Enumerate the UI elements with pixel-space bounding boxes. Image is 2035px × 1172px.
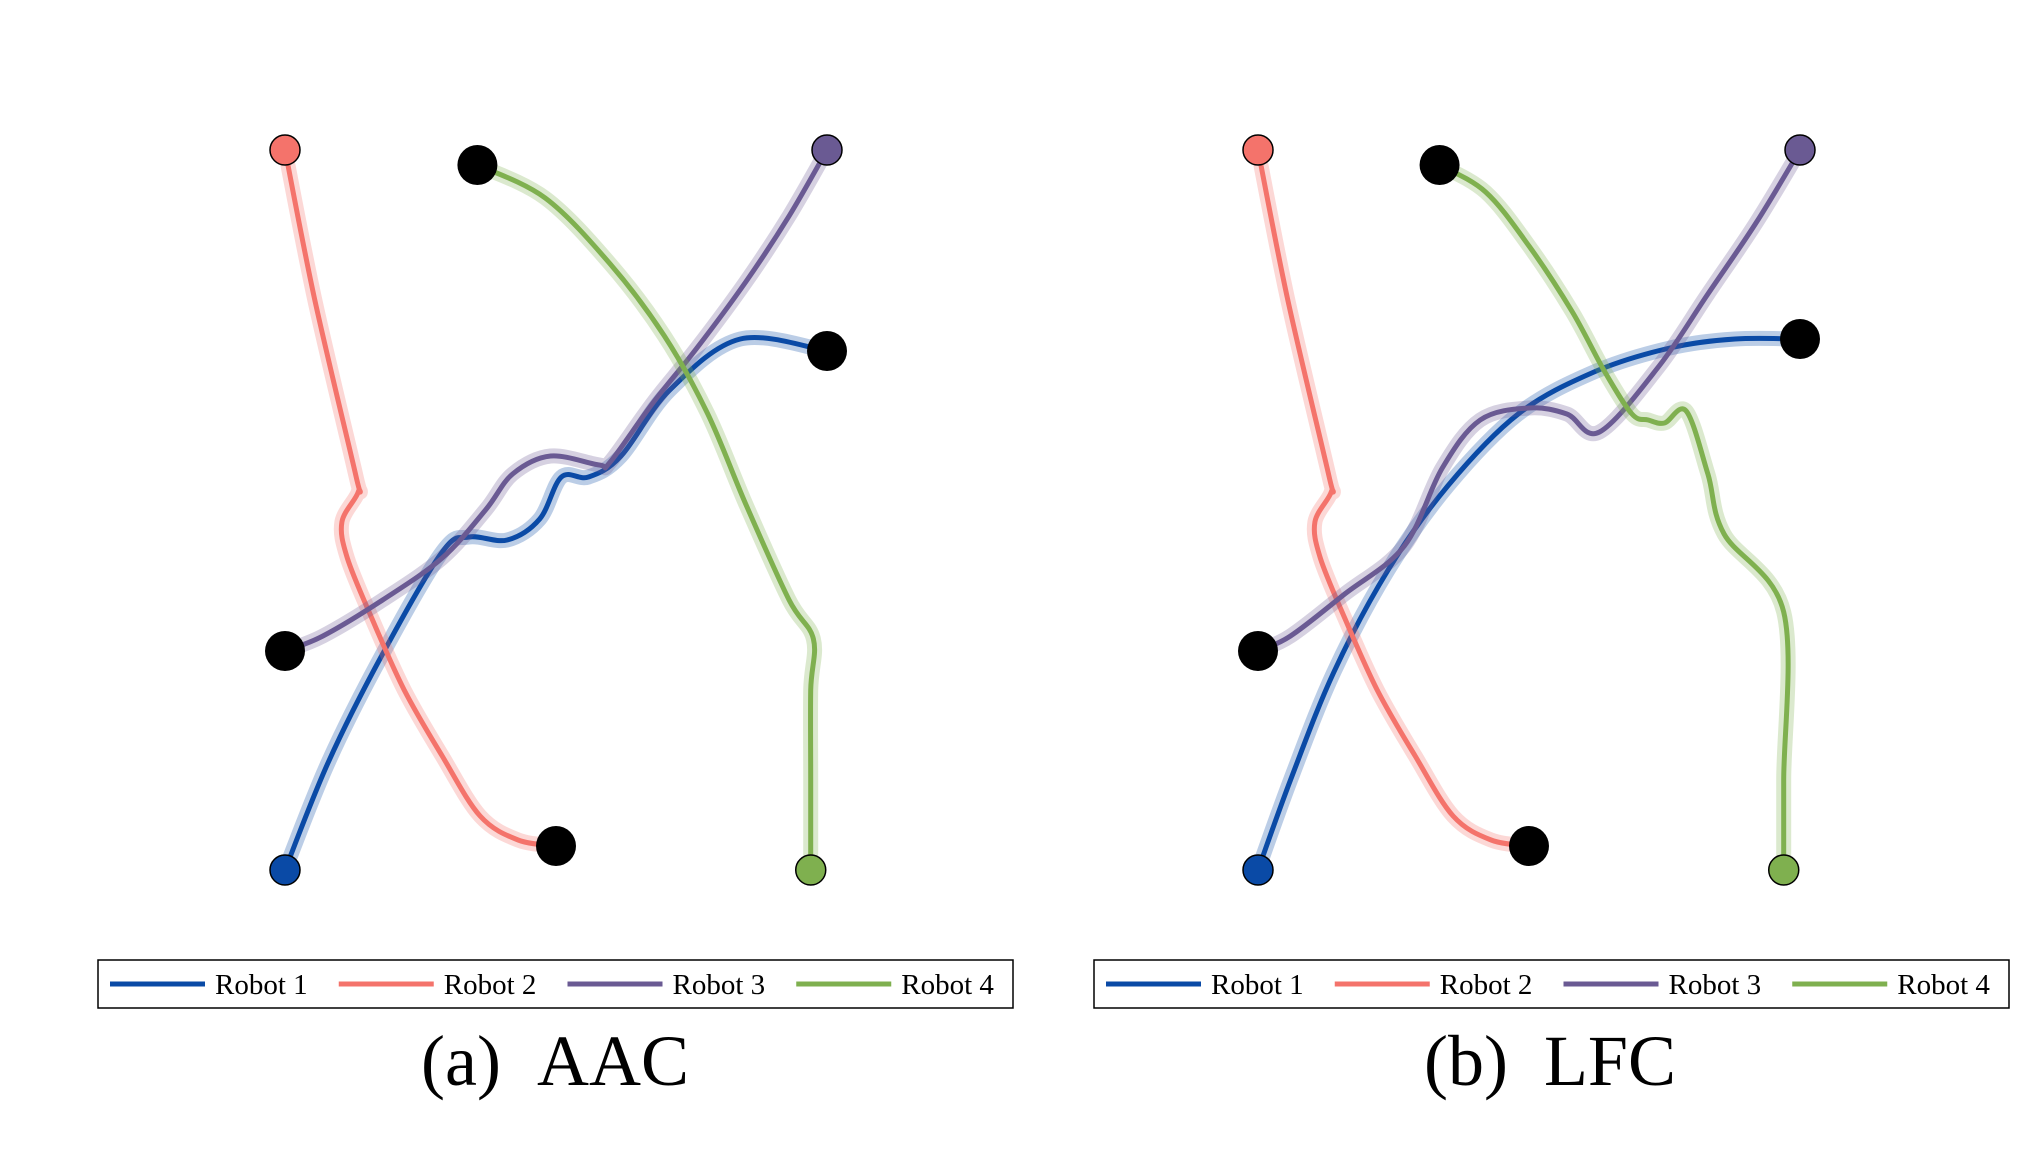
end-marker-robot-1: [807, 331, 847, 371]
legend-label-robot-4: Robot 4: [901, 969, 994, 1001]
trajectory-halo-robot-3: [1250, 142, 1808, 659]
start-marker-robot-1: [269, 854, 301, 886]
start-marker-robot-2: [269, 134, 301, 166]
panel-lfc: Robot 1 Robot 2 Robot 3 Robot 4 (b) LFC: [1093, 134, 2010, 1101]
legend-label-robot-2: Robot 2: [444, 969, 537, 1001]
legend-label-robot-4: Robot 4: [1897, 969, 1990, 1001]
trajectory-robot-3: [1255, 147, 1803, 654]
start-marker-robot-1: [1242, 854, 1274, 886]
start-marker-robot-2: [1242, 134, 1274, 166]
end-marker-robot-3: [1238, 631, 1278, 671]
end-marker-robot-2: [536, 826, 576, 866]
legend: Robot 1 Robot 2 Robot 3 Robot 4: [97, 959, 1014, 1009]
trajectory-halo-robot-2: [277, 142, 564, 854]
trajectory-robot-2: [1255, 147, 1532, 849]
trajectory-robot-1: [1255, 335, 1803, 873]
panel-title: LFC: [1544, 1021, 1676, 1101]
legend-label-robot-1: Robot 1: [215, 969, 308, 1001]
start-marker-robot-4: [1767, 854, 1800, 886]
panel-caption: (a) AAC: [421, 1021, 689, 1101]
end-marker-robot-4: [1419, 145, 1460, 185]
trajectory-robot-4: [1437, 162, 1791, 873]
trajectory-robot-1: [282, 335, 830, 873]
start-marker-robot-3: [1784, 134, 1816, 166]
panel-label: (a): [421, 1021, 501, 1101]
legend-label-robot-2: Robot 2: [1440, 969, 1533, 1001]
end-marker-robot-4: [457, 145, 498, 185]
legend-label-robot-1: Robot 1: [1211, 969, 1304, 1001]
start-marker-robot-4: [794, 854, 827, 886]
panel-aac: Robot 1 Robot 2 Robot 3 Robot 4 (a) AAC: [97, 134, 1014, 1101]
trajectory-robot-3: [282, 147, 830, 654]
end-marker-robot-3: [265, 631, 305, 671]
trajectory-halo-robot-4: [469, 157, 823, 878]
panel-caption: (b) LFC: [1424, 1021, 1676, 1101]
trajectory-halo-robot-3: [277, 142, 835, 659]
panel-title: AAC: [537, 1021, 689, 1101]
trajectory-robot-4: [474, 162, 818, 873]
trajectory-robot-2: [282, 147, 559, 849]
trajectory-halo-robot-4: [1432, 157, 1796, 878]
end-marker-robot-1: [1780, 319, 1820, 359]
legend: Robot 1 Robot 2 Robot 3 Robot 4: [1093, 959, 2010, 1009]
legend-label-robot-3: Robot 3: [1669, 969, 1762, 1001]
legend-label-robot-3: Robot 3: [673, 969, 766, 1001]
panel-label: (b): [1424, 1021, 1508, 1101]
end-marker-robot-2: [1509, 826, 1549, 866]
start-marker-robot-3: [811, 134, 843, 166]
